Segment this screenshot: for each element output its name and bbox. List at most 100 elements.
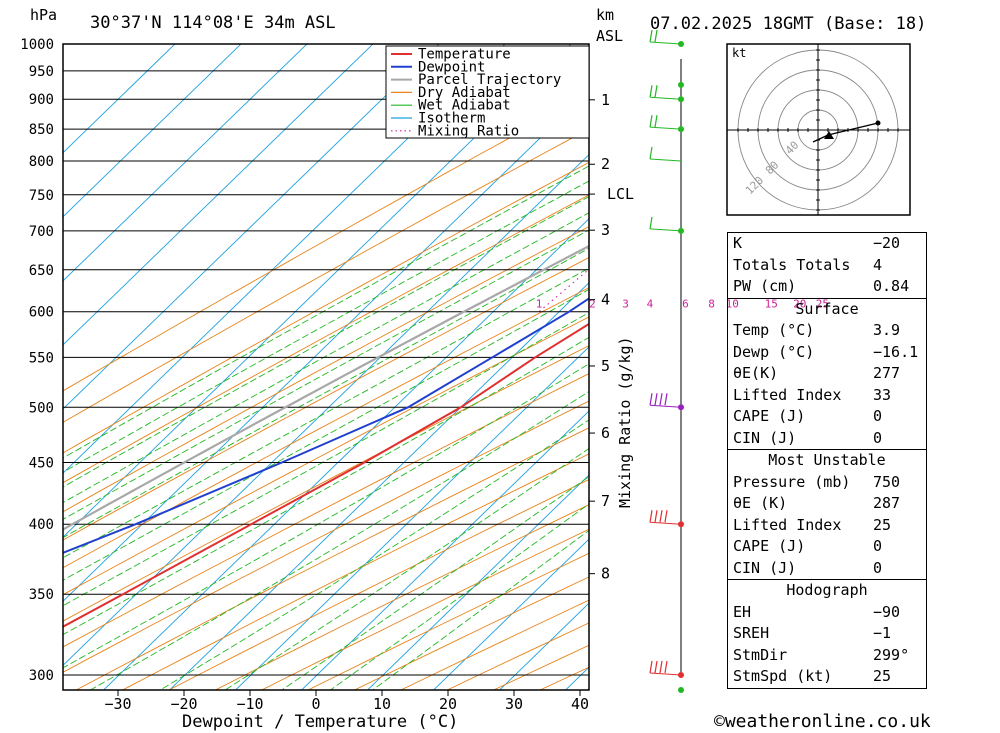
isotherm-line xyxy=(63,44,308,282)
isotherm-line xyxy=(366,474,589,690)
stat-value: 287 xyxy=(873,494,901,512)
stat-label: θE(K) xyxy=(733,364,779,382)
stat-row: StmDir 299° xyxy=(728,645,926,667)
axes: 1 2 3 4 6 8 10 15 20 2530035040045050055060065070… xyxy=(20,37,829,713)
legend-label: Dry Adiabat xyxy=(418,85,511,101)
hodograph-end-marker xyxy=(875,120,881,126)
stat-label: SREH xyxy=(733,624,770,642)
stat-label: CAPE (J) xyxy=(733,537,806,555)
dry-adiabat-line xyxy=(63,161,589,454)
stat-row: EH −90 xyxy=(728,602,926,624)
stat-value: 0 xyxy=(873,428,883,447)
dry-adiabat-line xyxy=(63,373,589,648)
mixing-ratio-label: 3 xyxy=(622,298,629,311)
stat-value: 33 xyxy=(873,385,892,404)
x-axis-title: Dewpoint / Temperature (°C) xyxy=(182,712,458,732)
isotherm-line xyxy=(63,154,589,666)
km-tick-label: 4 xyxy=(601,291,610,309)
stat-value: 0 xyxy=(873,537,883,555)
parcel-trajectory-line xyxy=(63,244,589,531)
stat-label: Lifted Index xyxy=(733,385,842,404)
legend-label: Isotherm xyxy=(418,111,485,127)
copyright-footer[interactable]: ©weatheronline.co.uk xyxy=(714,711,931,732)
temperature-line xyxy=(63,322,589,628)
isotherm-line xyxy=(300,410,589,690)
stat-value: −16.1 xyxy=(873,342,919,361)
x-tick-label: 30 xyxy=(505,695,523,713)
x-tick-label: −30 xyxy=(104,695,131,713)
stat-row: CIN (J) 0 xyxy=(728,558,926,580)
wind-barb xyxy=(649,41,682,45)
stat-row: Dewp (°C) −16.1 xyxy=(728,342,926,364)
wind-barb xyxy=(649,228,682,232)
stat-row: Temp (°C) 3.9 xyxy=(728,320,926,342)
mixing-ratio-label: 20 xyxy=(793,298,806,311)
dry-adiabat-line xyxy=(121,453,589,690)
stat-label: θE (K) xyxy=(733,494,788,512)
stat-row: θE (K) 287 xyxy=(728,493,926,515)
stat-row: Lifted Index 33 xyxy=(728,385,926,407)
stat-value: 750 xyxy=(873,472,901,491)
isotherm-line xyxy=(102,218,589,690)
plot-frame xyxy=(62,43,590,691)
grid-lines xyxy=(63,44,589,690)
mixing-ratio-label: 15 xyxy=(765,298,778,311)
wet-adiabat-line xyxy=(63,363,589,669)
wind-barb-flag xyxy=(649,115,653,128)
pressure-tick-label: 600 xyxy=(29,305,54,321)
wind-barb-flag xyxy=(659,660,663,674)
wind-barb-flag xyxy=(654,510,658,523)
wind-barb xyxy=(649,126,682,130)
x-tick-label: −10 xyxy=(236,695,263,713)
wind-barb-flag xyxy=(654,115,658,128)
wind-barb-flag xyxy=(659,510,663,523)
wind-barb xyxy=(649,96,682,100)
wind-barb-flag xyxy=(654,660,658,674)
x-tick-label: 10 xyxy=(373,695,391,713)
stat-label: PW (cm) xyxy=(733,277,797,295)
pressure-tick-label: 550 xyxy=(29,350,54,366)
legend-label: Mixing Ratio xyxy=(418,123,519,139)
legend-label: Wet Adiabat xyxy=(418,98,511,114)
x-tick-label: 20 xyxy=(439,695,457,713)
stat-label: Lifted Index xyxy=(733,515,842,534)
isotherm-line xyxy=(63,44,374,346)
wind-barb xyxy=(649,521,682,525)
wind-barb xyxy=(649,158,682,162)
stat-label: EH xyxy=(733,602,752,621)
asl-unit-label: ASL xyxy=(596,27,623,45)
km-tick-label: 5 xyxy=(601,357,610,375)
pressure-tick-label: 350 xyxy=(29,587,54,603)
pressure-tick-label: 650 xyxy=(29,263,54,279)
section-title: Most Unstable xyxy=(768,451,886,469)
km-tick-label: 3 xyxy=(601,221,610,239)
dry-adiabat-line xyxy=(214,504,589,690)
wind-barb-flag xyxy=(649,216,653,230)
wind-barb-flag xyxy=(649,85,653,98)
stat-label: CIN (J) xyxy=(733,558,797,577)
stats-most-unstable: Most Unstable Pressure (mb) 750 θE (K) 287… xyxy=(727,449,927,580)
stat-value: −20 xyxy=(873,234,901,252)
isotherm-line xyxy=(432,538,589,690)
wind-barb-flag xyxy=(654,393,658,406)
stat-row: Pressure (mb) 750 xyxy=(728,472,926,494)
isotherm-line xyxy=(234,346,589,690)
stat-label: Dewp (°C) xyxy=(733,342,815,361)
pressure-tick-label: 950 xyxy=(29,64,54,80)
wet-adiabat-line xyxy=(89,391,589,690)
wind-barb-flag xyxy=(649,146,653,160)
isotherm-line xyxy=(63,44,176,154)
stat-value: 0 xyxy=(873,558,883,577)
pressure-tick-label: 400 xyxy=(29,517,54,533)
stat-value: 3.9 xyxy=(873,321,901,339)
pressure-tick-label: 850 xyxy=(29,122,54,138)
stat-value: −1 xyxy=(873,624,892,642)
wind-barb-flag xyxy=(654,85,658,98)
stat-label: Temp (°C) xyxy=(733,321,815,339)
pressure-tick-label: 300 xyxy=(29,668,54,684)
stat-row: K −20 xyxy=(728,233,926,255)
wet-adiabat-line xyxy=(281,476,589,690)
mixing-ratio-label: 1 xyxy=(536,298,543,311)
